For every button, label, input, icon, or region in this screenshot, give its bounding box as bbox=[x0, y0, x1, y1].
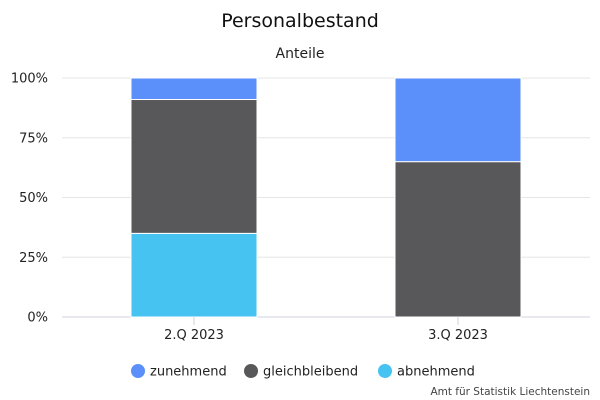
x-axis: 2.Q 2023 3.Q 2023 bbox=[164, 317, 488, 343]
bar-segment-gleichbleibend bbox=[394, 161, 522, 318]
y-tick-label: 50% bbox=[19, 191, 48, 206]
x-tick-label: 2.Q 2023 bbox=[164, 328, 224, 343]
legend-marker-abnehmend[interactable] bbox=[378, 364, 392, 378]
bar-segment-zunehmend bbox=[130, 77, 258, 101]
legend-label-zunehmend[interactable]: zunehmend bbox=[150, 365, 227, 380]
chart-credit: Amt für Statistik Liechtenstein bbox=[430, 386, 590, 398]
x-tick-label: 3.Q 2023 bbox=[428, 328, 488, 343]
legend: zunehmend gleichbleibend abnehmend bbox=[131, 364, 475, 380]
y-tick-label: 25% bbox=[19, 251, 48, 266]
y-tick-label: 75% bbox=[19, 131, 48, 146]
bar-segment-zunehmend bbox=[394, 77, 522, 163]
bars bbox=[130, 77, 522, 318]
legend-label-gleichbleibend[interactable]: gleichbleibend bbox=[263, 365, 358, 380]
y-tick-label: 0% bbox=[27, 311, 48, 326]
bar-segment-gleichbleibend bbox=[130, 99, 258, 234]
chart-subtitle: Anteile bbox=[276, 46, 325, 62]
y-tick-label: 100% bbox=[11, 72, 48, 87]
legend-marker-zunehmend[interactable] bbox=[131, 364, 145, 378]
legend-marker-gleichbleibend[interactable] bbox=[244, 364, 258, 378]
legend-label-abnehmend[interactable]: abnehmend bbox=[397, 365, 475, 380]
bar-segment-abnehmend bbox=[130, 232, 258, 318]
chart-title: Personalbestand bbox=[221, 10, 379, 32]
y-axis: 0% 25% 50% 75% 100% bbox=[11, 72, 48, 326]
